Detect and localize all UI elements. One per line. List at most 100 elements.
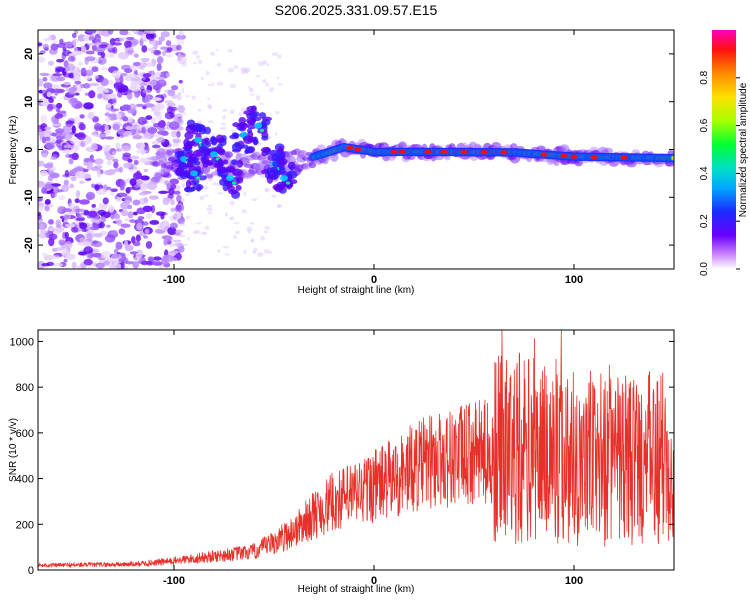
noise-speckle [212,182,219,186]
noise-blob [171,85,179,91]
noise-speckle [228,217,233,221]
noise-blob [115,197,123,202]
noise-blob [44,198,51,205]
cluster-blob [236,159,244,168]
noise-blob [131,236,136,244]
ridge-halo [444,156,451,161]
noise-speckle [256,75,261,78]
noise-speckle [184,193,190,196]
snr-xtick-label: -100 [163,575,185,587]
noise-blob [72,39,79,43]
cluster-blob [269,149,279,157]
spectrogram-xtick-label: -100 [163,274,185,286]
cluster-blob [238,122,248,130]
noise-blob [84,241,91,247]
noise-blob [75,190,81,198]
noise-blob [113,161,119,169]
noise-blob [95,262,106,269]
noise-blob [145,240,153,249]
noise-blob [136,149,147,154]
noise-speckle [192,230,198,235]
noise-speckle [240,66,247,72]
noise-blob [109,53,115,58]
noise-speckle [206,207,213,212]
noise-blob [174,243,183,247]
noise-speckle [243,249,247,255]
noise-blob [55,219,62,227]
noise-speckle [192,50,199,56]
noise-blob [127,49,134,54]
noise-blob [145,260,153,265]
noise-speckle [264,188,271,193]
noise-blob [91,240,103,248]
noise-speckle [202,232,207,235]
noise-blob [116,112,122,119]
noise-speckle [180,197,185,203]
cluster-blob [231,142,243,152]
noise-blob [107,30,114,35]
noise-blob [47,175,54,182]
noise-blob [105,106,112,113]
snr-xlabel: Height of straight line (km) [298,584,415,595]
cluster-blob [186,160,193,167]
ridge-hotspot [480,150,488,155]
noise-blob [126,73,138,79]
noise-speckle [249,222,255,225]
noise-speckle [263,249,270,254]
noise-blob [169,178,179,185]
snr-xtick-label: 100 [565,575,583,587]
noise-blob [112,158,119,163]
noise-speckle [259,102,264,105]
noise-blob [87,266,93,269]
cluster-blob [289,165,295,171]
noise-blob [83,157,95,163]
ridge-halo [224,151,233,158]
noise-blob [141,126,146,135]
noise-blob [106,186,112,191]
noise-blob [39,229,49,234]
ridge-hotspot [346,145,354,151]
noise-blob [52,123,61,127]
ridge-hotspot [540,152,548,157]
noise-blob [87,161,94,169]
noise-blob [124,40,132,49]
noise-speckle [233,234,237,240]
ridge-hotspot [620,155,628,160]
colorbar-tick-label: 0.2 [699,214,710,228]
noise-speckle [227,49,233,53]
noise-blob [165,40,172,47]
noise-blob [52,262,63,267]
noise-speckle [247,229,251,234]
noise-blob [38,56,46,63]
noise-blob [65,41,74,48]
noise-blob [39,223,45,230]
spectrogram-ytick-label: -10 [23,189,35,205]
noise-blob [66,63,75,72]
noise-blob [149,219,160,225]
noise-speckle [231,129,234,133]
figure-title: S206.2025.331.09.57.E15 [275,2,438,18]
noise-blob [155,76,165,80]
noise-speckle [207,97,211,100]
noise-blob [78,199,90,205]
noise-blob [158,190,170,194]
noise-speckle [271,52,279,57]
noise-blob [79,180,85,184]
noise-blob [98,44,108,49]
noise-blob [163,238,168,246]
noise-blob [120,201,130,210]
noise-speckle [215,48,219,52]
ridge-hotspot [460,149,468,155]
noise-speckle [276,76,280,80]
noise-blob [56,189,64,193]
noise-speckle [208,104,213,110]
colorbar-gradient [712,30,736,269]
noise-blob [55,67,66,72]
noise-blob [150,204,156,214]
cluster-blob [228,189,238,195]
snr-ytick-label: 200 [16,519,34,531]
noise-blob [44,126,52,131]
cluster-blob [242,144,249,149]
noise-speckle [255,95,261,101]
noise-blob [168,188,175,196]
